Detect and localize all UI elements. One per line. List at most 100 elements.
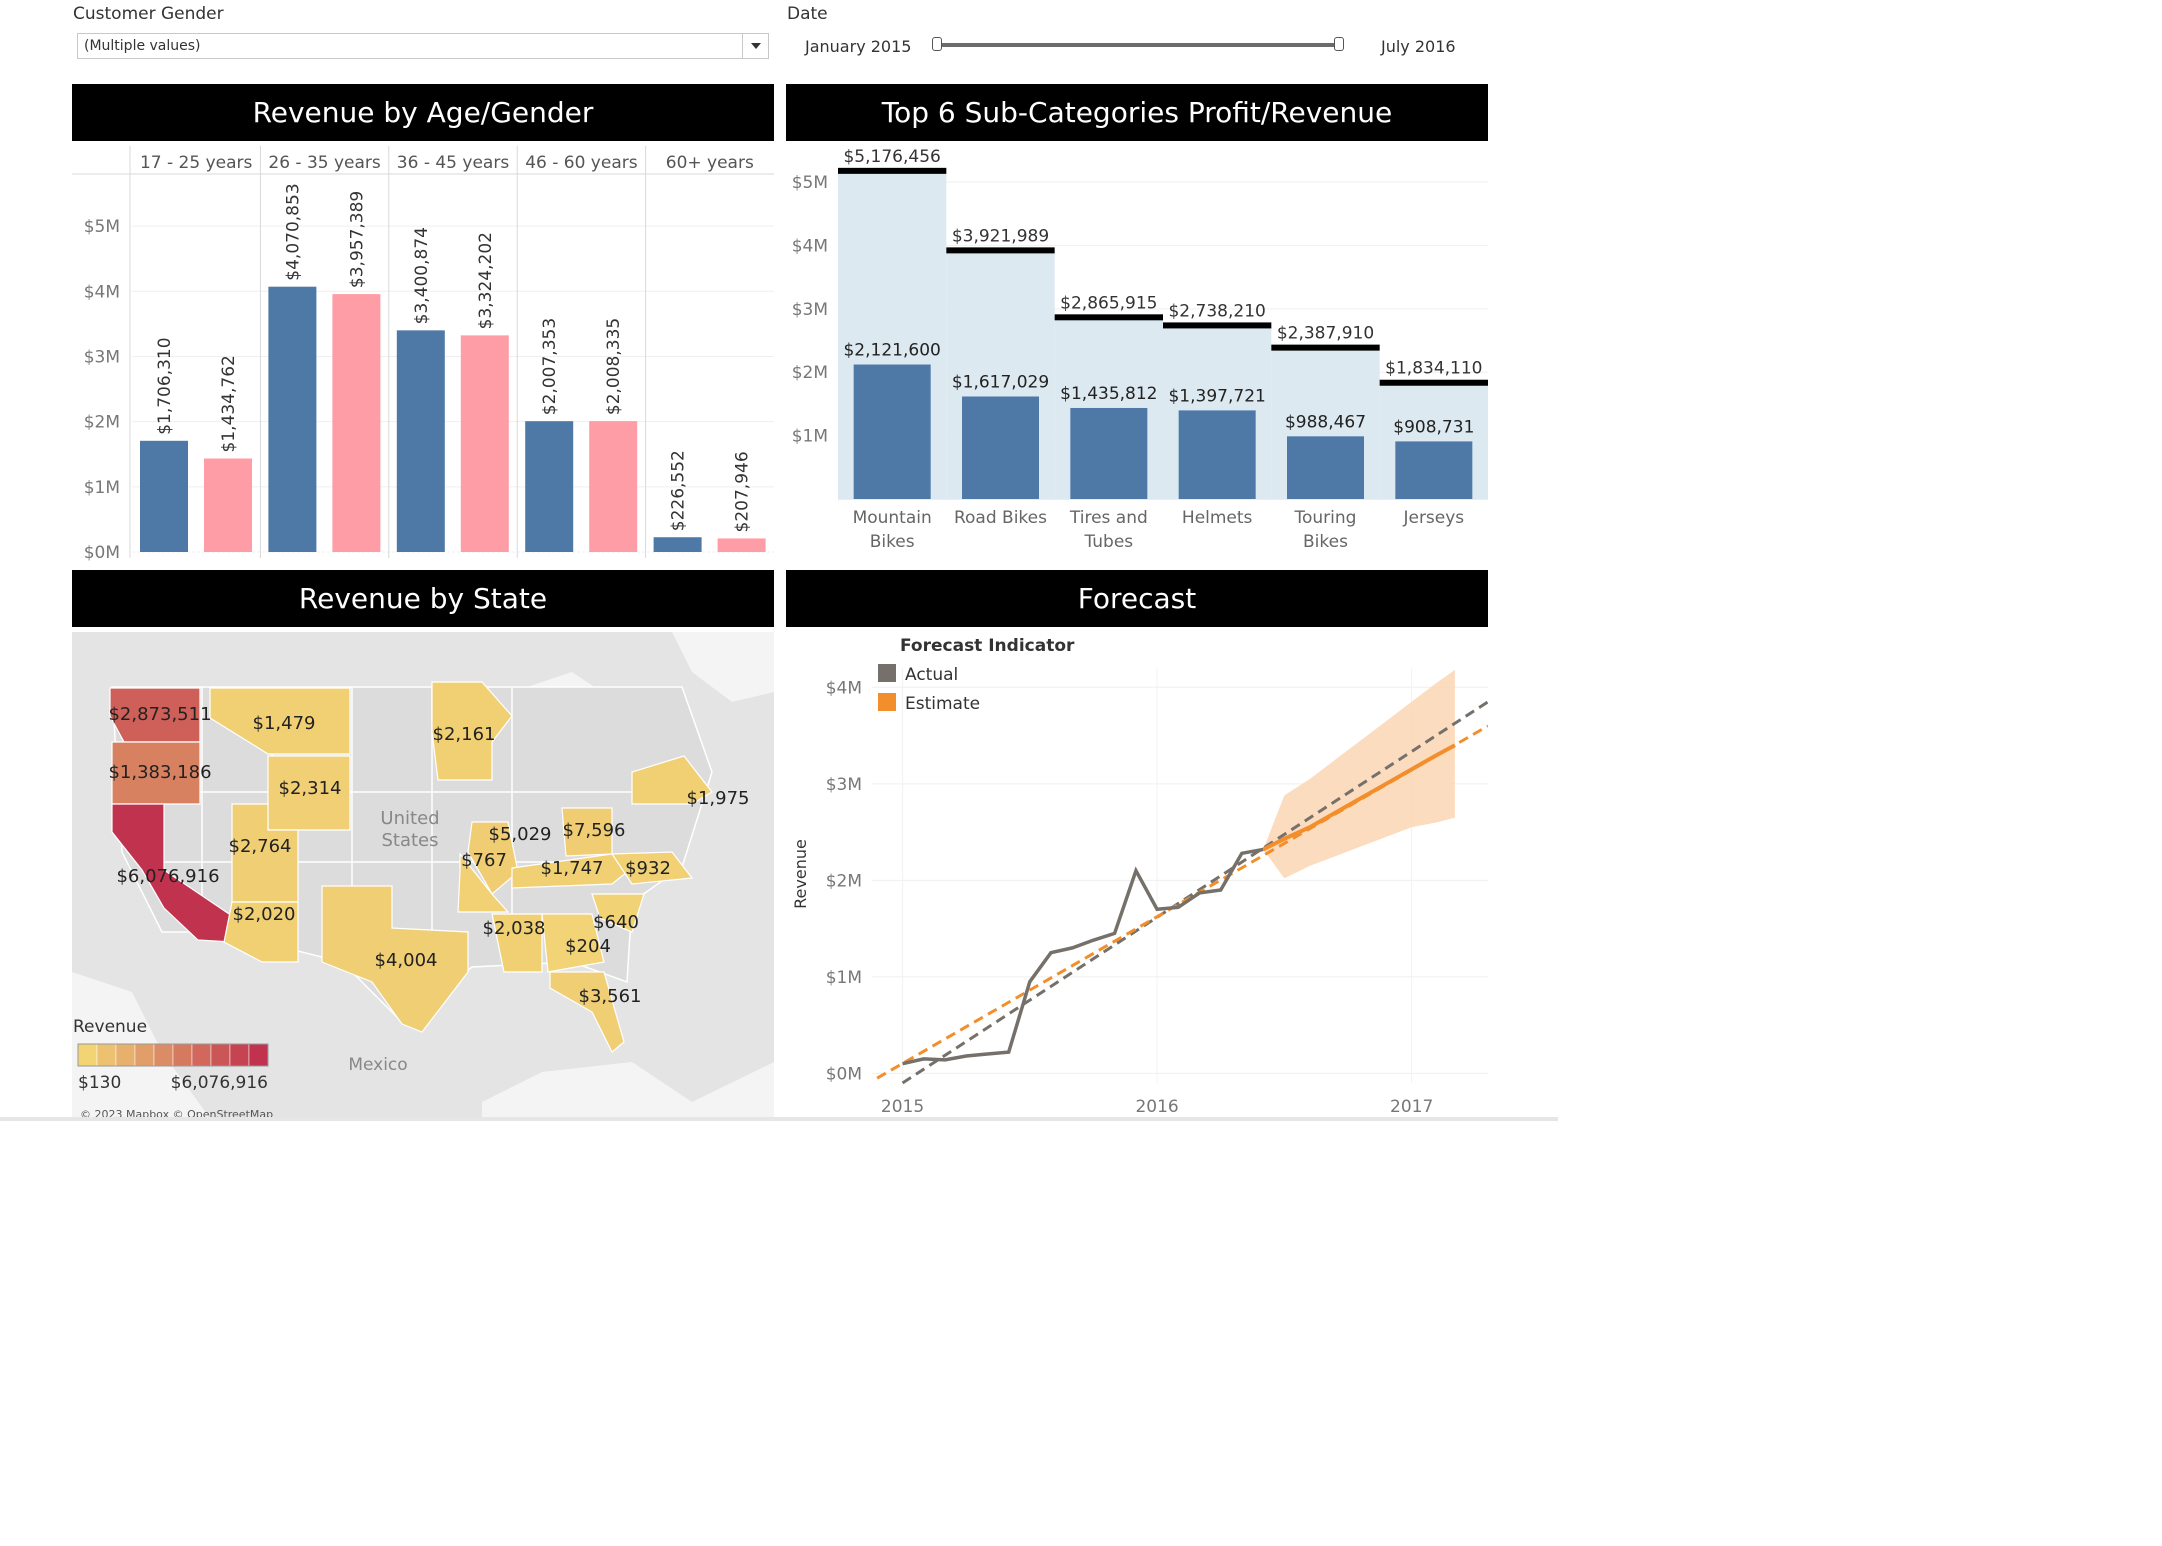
date-slider-end-handle[interactable]: [1334, 37, 1344, 51]
state-revenue-label: $3,561: [579, 986, 642, 1007]
profit-bar: [1070, 407, 1148, 499]
gender-filter-dropdown[interactable]: (Multiple values): [77, 33, 769, 59]
legend-min-label: $130: [78, 1073, 121, 1093]
profit-bar: [962, 396, 1039, 499]
chevron-down-icon[interactable]: [742, 34, 768, 58]
state-revenue-label: $2,764: [229, 836, 292, 857]
bar: [268, 286, 317, 552]
bottom-scrollbar[interactable]: [0, 1117, 1558, 1121]
profit-bar: [1395, 441, 1473, 499]
revenue-label: $2,387,910: [1277, 324, 1374, 344]
revenue-label: $1,834,110: [1385, 359, 1482, 379]
legend-swatch: [229, 1043, 250, 1067]
profit-label: $908,731: [1393, 417, 1474, 437]
data-label: $4,070,853: [283, 183, 303, 280]
legend-max-label: $6,076,916: [171, 1073, 268, 1093]
age-gender-chart: $0M $1M $2M $3M $4M $5M 17 - 25 years $1,706,31…: [72, 146, 774, 562]
profit-label: $1,435,812: [1060, 384, 1157, 404]
y-tick-label: $1M: [826, 968, 862, 988]
y-tick-label: $5M: [84, 217, 120, 237]
y-tick-label: $2M: [826, 871, 862, 891]
date-slider-track[interactable]: [937, 43, 1339, 47]
state-revenue-label: $932: [625, 858, 671, 879]
y-tick-label: $5M: [792, 173, 828, 193]
y-tick-label: $3M: [84, 347, 120, 367]
y-tick-label: $1M: [84, 478, 120, 498]
actual-line: [902, 847, 1264, 1066]
revenue-marker: [1163, 322, 1272, 329]
category-header: 17 - 25 years: [140, 153, 253, 173]
legend-swatch: [191, 1043, 212, 1067]
bar: [140, 440, 188, 552]
data-label: $207,946: [733, 451, 753, 532]
bar: [717, 538, 766, 552]
state-revenue-label: $204: [565, 936, 611, 957]
profit-label: $2,121,600: [843, 341, 940, 361]
state-shape: [610, 851, 694, 885]
revenue-marker: [946, 247, 1055, 254]
legend-swatch: [96, 1043, 117, 1067]
bar: [653, 537, 702, 552]
category-label: Mountain: [853, 508, 932, 528]
category-label: Road Bikes: [954, 508, 1047, 528]
date-slider-start-handle[interactable]: [932, 37, 942, 51]
gender-filter-label: Customer Gender: [73, 4, 224, 24]
y-tick-label: $1M: [792, 427, 828, 447]
category-header: 36 - 45 years: [397, 153, 510, 173]
water-shape: [672, 632, 774, 702]
legend-title: Forecast Indicator: [900, 636, 1075, 656]
state-shape: [467, 821, 519, 895]
state-revenue-label: $5,029: [489, 824, 552, 845]
state-shape: [457, 852, 510, 913]
legend-frame: [77, 1043, 269, 1067]
y-tick-label: $0M: [84, 543, 120, 562]
estimate-line: [1262, 743, 1456, 852]
legend-swatch: [77, 1043, 98, 1067]
country-label: United: [380, 808, 439, 829]
revenue-marker: [838, 167, 947, 174]
gulf-shape: [482, 1062, 774, 1121]
category-label: Tires and: [1069, 508, 1148, 528]
state-shape: [631, 755, 713, 805]
revenue-label: $5,176,456: [843, 147, 940, 167]
revenue-label: $3,921,989: [952, 226, 1049, 246]
y-axis-label: Revenue: [791, 839, 810, 909]
subcategories-title: Top 6 Sub-Categories Profit/Revenue: [786, 84, 1488, 141]
bar: [332, 294, 381, 552]
x-tick-label: 2015: [881, 1097, 924, 1117]
revenue-label: $2,865,915: [1060, 293, 1157, 313]
state-revenue-label: $7,596: [563, 820, 626, 841]
data-label: $1,434,762: [219, 355, 239, 452]
y-tick-label: $4M: [826, 678, 862, 698]
y-tick-label: $3M: [826, 775, 862, 795]
state-shape: [111, 803, 239, 943]
gender-filter-value: (Multiple values): [84, 38, 201, 54]
state-layer: $2,873,511 $1,383,186 $6,076,916 $1,479 $2,3…: [73, 681, 749, 1121]
date-start-label: January 2015: [805, 37, 912, 56]
state-revenue-label: $767: [461, 850, 507, 871]
legend-label-estimate: Estimate: [905, 694, 980, 714]
category-label: Touring: [1294, 508, 1357, 528]
legend-swatch: [172, 1043, 193, 1067]
bar: [525, 421, 574, 552]
category-header: 26 - 35 years: [268, 153, 381, 173]
profit-label: $1,617,029: [952, 372, 1049, 392]
revenue-marker: [1379, 379, 1488, 386]
data-label: $3,400,874: [412, 227, 432, 324]
y-tick-label: $3M: [792, 300, 828, 320]
estimate-trend-line: [876, 724, 1488, 1080]
forecast-band: [1263, 669, 1455, 879]
legend-swatch: [153, 1043, 174, 1067]
state-title: Revenue by State: [72, 570, 774, 627]
profit-label: $988,467: [1285, 412, 1366, 432]
state-revenue-label: $1,747: [541, 858, 604, 879]
y-tick-label: $0M: [826, 1064, 862, 1084]
y-tick-label: $4M: [84, 282, 120, 302]
date-filter-label: Date: [787, 4, 828, 24]
profit-label: $1,397,721: [1168, 386, 1265, 406]
legend-swatch: [210, 1043, 231, 1067]
data-label: $2,008,335: [604, 318, 624, 415]
forecast-chart: $0M $1M $2M $3M $4M 2015 2016 2017 Revenue Foreca…: [791, 636, 1488, 1117]
state-shape: [511, 853, 634, 889]
revenue-state-map[interactable]: $2,873,511 $1,383,186 $6,076,916 $1,479 $2,3…: [72, 632, 774, 1121]
